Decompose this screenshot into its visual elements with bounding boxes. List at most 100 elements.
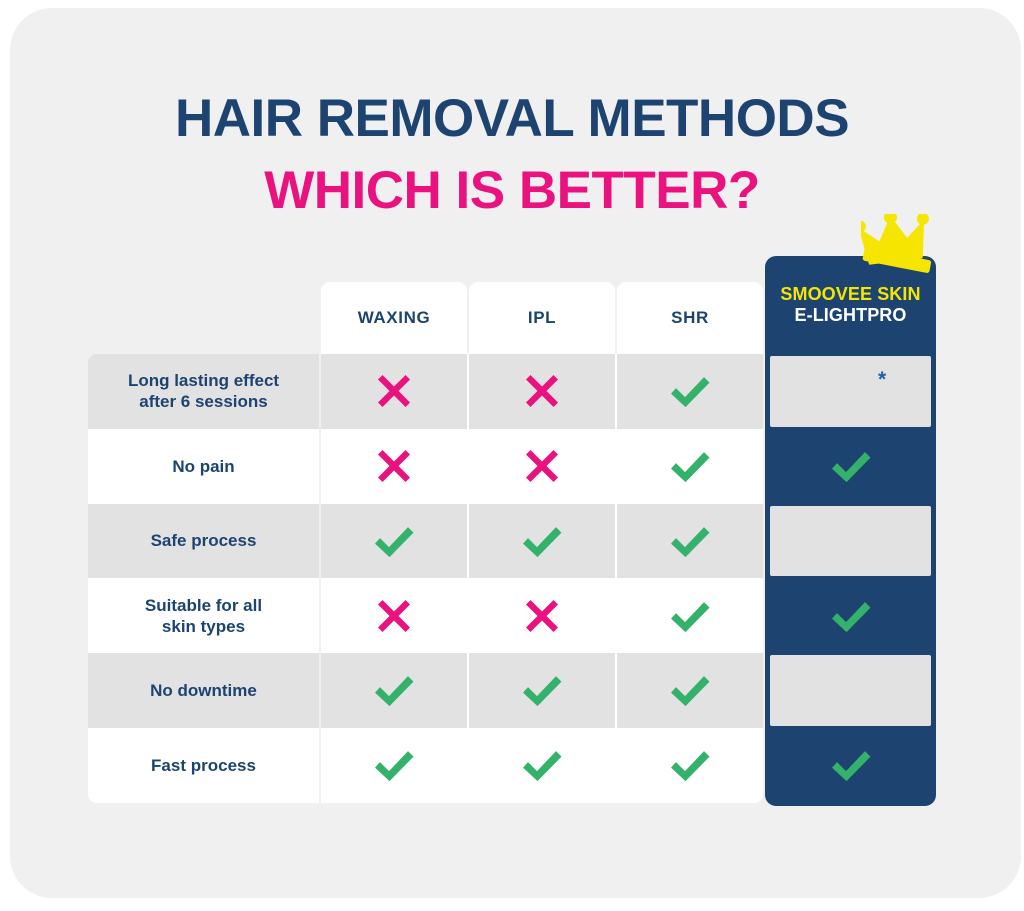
cell-waxing-4	[321, 578, 467, 653]
cell-elightpro-1: *	[765, 354, 936, 429]
highlight-column-header: SMOOVEE SKIN E-LIGHTPRO	[765, 256, 936, 354]
table-row: No pain	[88, 428, 936, 504]
cell-ipl-1	[469, 354, 615, 429]
cell-elightpro-6	[765, 728, 936, 803]
row-label: No downtime	[88, 653, 319, 728]
comparison-table: WAXING IPL SHR Long lasting effect after …	[88, 214, 936, 806]
row-label-text: Suitable for all skin types	[144, 595, 263, 636]
cell-elightpro-2	[765, 429, 936, 504]
highlight-column-cells: *	[765, 354, 936, 803]
column-separator	[467, 428, 469, 504]
row-label-background	[88, 354, 319, 429]
check-icon	[831, 452, 870, 483]
check-icon	[375, 676, 414, 707]
check-icon	[831, 377, 870, 408]
crown-icon	[861, 214, 932, 273]
row-label-text: Safe process	[150, 531, 257, 551]
row-label-text: No pain	[172, 456, 235, 476]
row-label-text: Fast process	[151, 755, 256, 775]
row-label-background	[88, 727, 319, 803]
column-separator	[467, 653, 469, 728]
check-icon	[831, 526, 870, 557]
check-icon	[523, 526, 562, 557]
column-header-ipl: IPL	[469, 282, 615, 354]
check-icon	[671, 601, 710, 632]
cell-waxing-5	[321, 653, 467, 728]
column-separator	[467, 354, 469, 429]
cross-icon	[378, 375, 410, 408]
table-header-row: WAXING IPL SHR	[88, 282, 936, 354]
table-row: Suitable for all skin types	[88, 578, 936, 654]
check-icon	[523, 751, 562, 782]
check-icon	[671, 676, 710, 707]
check-icon	[375, 526, 414, 557]
cell-shr-2	[617, 429, 763, 504]
table-body: Long lasting effect after 6 sessions No pa…	[88, 354, 936, 803]
cell-ipl-2	[469, 429, 615, 504]
cell-shr-4	[617, 578, 763, 653]
cell-ipl-4	[469, 578, 615, 653]
cell-elightpro-4	[765, 578, 936, 653]
column-separator	[615, 503, 617, 579]
row-label: Safe process	[88, 504, 319, 579]
table-row: Safe process	[88, 503, 936, 579]
row-label: Fast process	[88, 728, 319, 803]
check-icon	[831, 676, 870, 707]
row-data-background	[321, 653, 763, 728]
cross-icon	[526, 375, 558, 408]
cell-shr-1	[617, 354, 763, 429]
cell-shr-3	[617, 504, 763, 579]
cross-icon	[526, 450, 558, 483]
cross-icon	[378, 599, 410, 632]
cell-waxing-3	[321, 504, 467, 579]
check-icon	[831, 601, 870, 632]
cell-ipl-6	[469, 728, 615, 803]
row-data-background	[321, 503, 763, 579]
row-label-background	[88, 428, 319, 504]
cross-icon	[378, 450, 410, 483]
check-icon	[831, 751, 870, 782]
table-row: No downtime	[88, 653, 936, 728]
cell-ipl-5	[469, 653, 615, 728]
row-label: No pain	[88, 429, 319, 504]
check-icon	[375, 751, 414, 782]
column-header-shr: SHR	[617, 282, 763, 354]
page-title-line-2: WHICH IS BETTER?	[264, 161, 760, 220]
cell-elightpro-3	[765, 504, 936, 579]
row-label: Long lasting effect after 6 sessions	[88, 354, 319, 429]
row-label: Suitable for all skin types	[88, 578, 319, 653]
highlight-column-smoovee-skin: SMOOVEE SKIN E-LIGHTPRO *	[765, 214, 936, 806]
page-title: HAIR REMOVAL METHODS WHICH IS BETTER?	[0, 92, 1024, 217]
row-data-background	[321, 727, 763, 803]
row-label-text: No downtime	[150, 680, 257, 700]
table-row: Long lasting effect after 6 sessions	[88, 354, 936, 429]
column-separator	[615, 578, 617, 654]
check-icon	[671, 377, 710, 408]
highlight-model-label: E-LIGHTPRO	[794, 305, 907, 325]
footnote-asterisk: *	[878, 368, 887, 391]
column-separator	[615, 354, 617, 429]
cell-shr-5	[617, 653, 763, 728]
cell-waxing-1	[321, 354, 467, 429]
cross-icon	[526, 599, 558, 632]
table-row: Fast process	[88, 727, 936, 803]
cell-elightpro-5	[765, 653, 936, 728]
cell-waxing-2	[321, 429, 467, 504]
page-title-line-1: HAIR REMOVAL METHODS	[174, 89, 850, 148]
cell-ipl-3	[469, 504, 615, 579]
highlight-brand-label: SMOOVEE SKIN	[780, 283, 921, 304]
row-label-text: Long lasting effect after 6 sessions	[127, 371, 280, 412]
check-icon	[671, 452, 710, 483]
row-label-background	[88, 653, 319, 728]
column-separator	[615, 428, 617, 504]
column-separator	[615, 653, 617, 728]
check-icon	[671, 751, 710, 782]
column-separator	[467, 578, 469, 654]
check-icon	[671, 526, 710, 557]
column-header-waxing: WAXING	[321, 282, 467, 354]
cell-waxing-6	[321, 728, 467, 803]
row-label-background	[88, 578, 319, 654]
column-separator	[615, 727, 617, 803]
check-icon	[523, 676, 562, 707]
